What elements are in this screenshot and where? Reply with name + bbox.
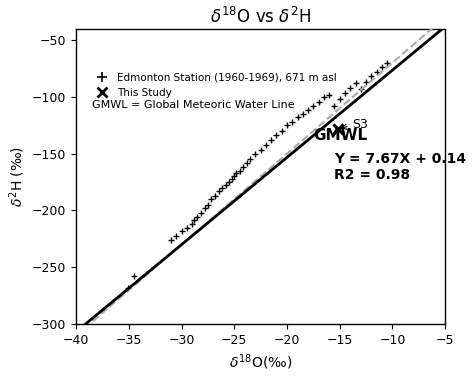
Text: R2 = 0.98: R2 = 0.98 bbox=[335, 168, 410, 182]
Title: $\delta^{18}$O vs $\delta^{2}$H: $\delta^{18}$O vs $\delta^{2}$H bbox=[210, 7, 311, 27]
Text: GMWL: GMWL bbox=[313, 128, 367, 143]
X-axis label: $\delta^{18}$O(‰): $\delta^{18}$O(‰) bbox=[229, 352, 292, 372]
Y-axis label: $\delta^{2}$H (‰): $\delta^{2}$H (‰) bbox=[7, 146, 27, 207]
Text: S3: S3 bbox=[342, 117, 368, 130]
Text: Y = 7.67X + 0.14: Y = 7.67X + 0.14 bbox=[335, 152, 466, 166]
Text: GMWL = Global Meteoric Water Line: GMWL = Global Meteoric Water Line bbox=[92, 100, 295, 110]
Legend: Edmonton Station (1960-1969), 671 m asl, This Study: Edmonton Station (1960-1969), 671 m asl,… bbox=[89, 69, 340, 101]
